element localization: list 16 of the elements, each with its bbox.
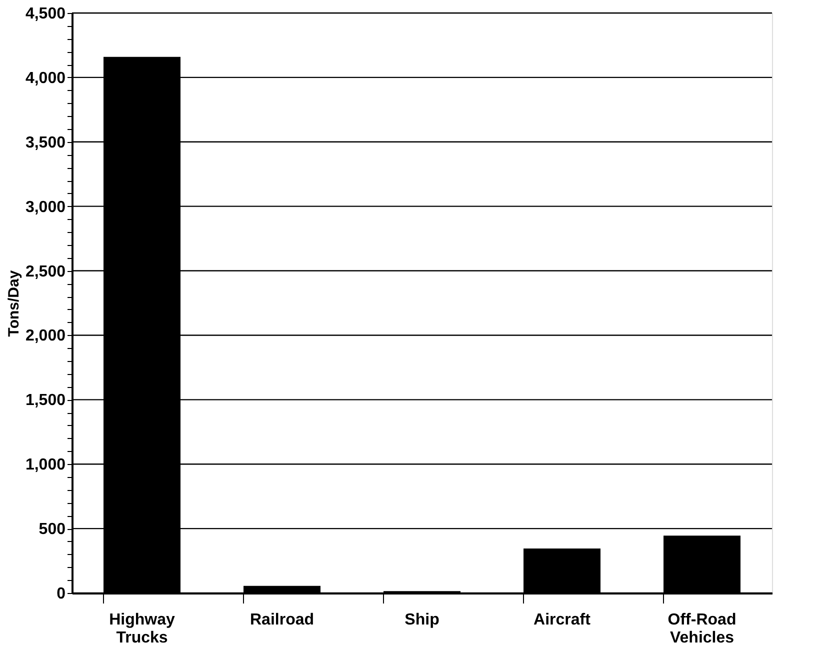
y-tick-label: 1,000 xyxy=(25,456,66,474)
y-tick-label: 4,000 xyxy=(25,70,66,87)
y-tick-label: 0 xyxy=(56,586,66,602)
x-tick-label: Aircraft xyxy=(534,612,592,628)
y-tick-label: 500 xyxy=(38,521,66,538)
y-tick-label: 3,500 xyxy=(25,134,66,152)
x-tick-label: Off-Road Vehicles xyxy=(668,612,736,646)
y-tick-label: 4,500 xyxy=(25,6,66,22)
x-tick-label: Ship xyxy=(404,612,440,628)
x-tick-label: Highway Trucks xyxy=(109,612,175,646)
y-tick-label: 2,500 xyxy=(25,263,66,280)
y-tick-label: 1,500 xyxy=(25,392,66,410)
x-tick-label: Railroad xyxy=(250,612,314,628)
y-axis-title: Tons/Day xyxy=(5,270,22,337)
y-tick-label: 2,000 xyxy=(25,328,66,345)
y-tick-label: 3,000 xyxy=(25,198,66,216)
